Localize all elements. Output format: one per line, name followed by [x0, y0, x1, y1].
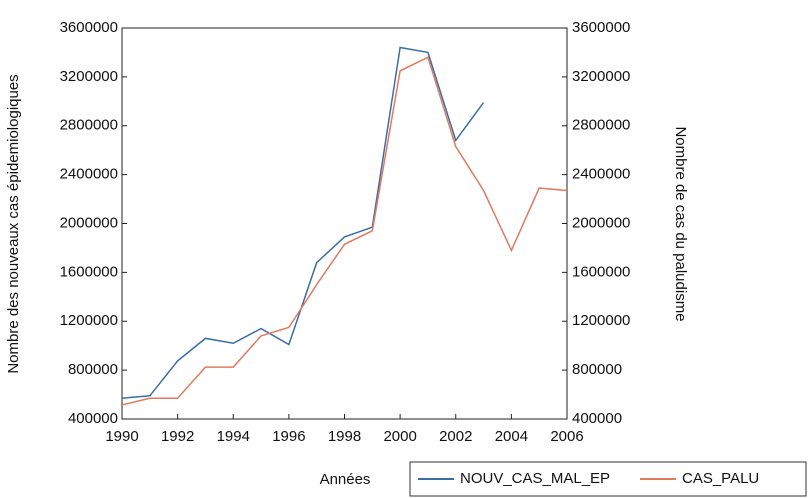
- y2-tick-label: 1600000: [572, 263, 630, 280]
- y2-tick-label: 2800000: [572, 117, 630, 134]
- y-tick-label: 3200000: [60, 68, 118, 85]
- y-tick-label: 3600000: [60, 19, 118, 36]
- y2-tick-label: 400000: [572, 410, 622, 427]
- legend-box: [409, 461, 807, 497]
- y-axis-label: Nombre des nouveaux cas épidemiologiques: [5, 74, 22, 373]
- plot-frame: [121, 27, 568, 420]
- legend-label: NOUV_CAS_MAL_EP: [460, 470, 610, 487]
- y2-tick-label: 3200000: [572, 68, 630, 85]
- x-tick-label: 2002: [439, 428, 472, 445]
- y-tick-label: 400000: [68, 410, 118, 427]
- y-tick-label: 2800000: [60, 117, 118, 134]
- x-tick-label: 1992: [161, 428, 194, 445]
- x-tick-label: 2000: [383, 428, 416, 445]
- y2-tick-label: 3600000: [572, 19, 630, 36]
- x-tick-label: 2006: [550, 428, 583, 445]
- y2-tick-label: 2400000: [572, 166, 630, 183]
- series-line: [121, 56, 568, 406]
- y2-tick-label: 2000000: [572, 214, 630, 231]
- y2-tick-label: 1200000: [572, 312, 630, 329]
- y-tick-label: 2000000: [60, 214, 118, 231]
- x-axis-label: Années: [320, 471, 371, 488]
- x-tick-label: 1990: [105, 428, 138, 445]
- y-tick-label: 1600000: [60, 263, 118, 280]
- legend-label: CAS_PALU: [682, 470, 759, 487]
- series-line: [121, 46, 485, 399]
- y-tick-label: 1200000: [60, 312, 118, 329]
- y2-axis-label: Nombre de cas du paludisme: [672, 126, 689, 321]
- x-tick-label: 1998: [328, 428, 361, 445]
- y-tick-label: 800000: [68, 361, 118, 378]
- x-tick-label: 2004: [495, 428, 528, 445]
- y-tick-label: 2400000: [60, 166, 118, 183]
- x-tick-label: 1996: [272, 428, 305, 445]
- y2-tick-label: 800000: [572, 361, 622, 378]
- x-tick-label: 1994: [217, 428, 250, 445]
